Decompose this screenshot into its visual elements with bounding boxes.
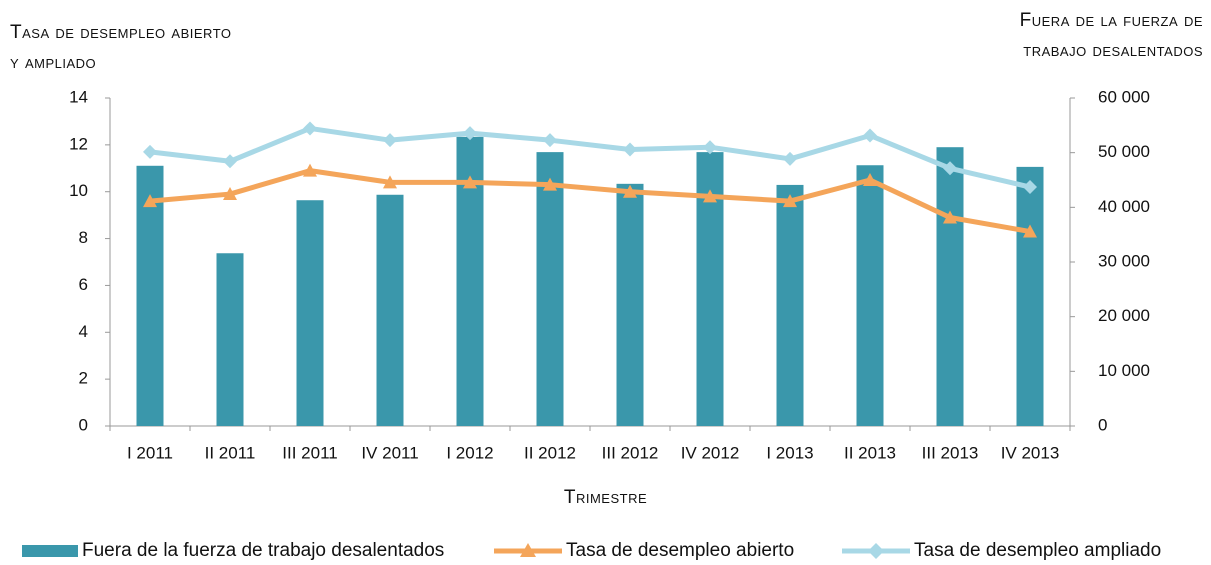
y-tick-label: 2	[79, 369, 88, 388]
x-tick-label: II 2012	[524, 443, 576, 462]
marker	[623, 184, 637, 198]
marker	[783, 194, 797, 208]
bar	[296, 200, 324, 426]
y2-tick-label: 60 000	[1098, 87, 1150, 106]
bar	[376, 194, 404, 426]
y-tick-label: 0	[79, 415, 88, 434]
y2-tick-label: 0	[1098, 415, 1107, 434]
marker	[383, 133, 397, 148]
bar	[1016, 166, 1044, 426]
y2-tick-label: 30 000	[1098, 251, 1150, 270]
marker	[463, 175, 477, 189]
line	[147, 125, 1033, 190]
marker	[863, 173, 877, 186]
marker	[543, 133, 557, 148]
y2-tick-label: 40 000	[1098, 197, 1150, 216]
marker	[383, 175, 397, 189]
x-tick-label: IV 2013	[1001, 443, 1060, 462]
marker	[303, 121, 317, 136]
y-tick-label: 4	[79, 322, 88, 341]
bar	[536, 152, 564, 426]
x-tick-label: IV 2012	[681, 443, 740, 462]
bar	[616, 183, 644, 426]
marker	[223, 187, 237, 201]
marker	[463, 126, 477, 141]
x-tick-label: II 2013	[844, 443, 896, 462]
y2-axis-title: Fuera de la fuerza de trabajo desalentad…	[1019, 10, 1203, 61]
x-tick-label: IV 2011	[361, 443, 418, 462]
marker	[623, 142, 637, 157]
y-tick-label: 10	[69, 181, 88, 200]
marker	[143, 144, 157, 159]
legend-label: Fuera de la fuerza de trabajo desalentad…	[82, 540, 444, 561]
marker	[1023, 180, 1037, 195]
legend-marker	[868, 543, 884, 559]
x-tick-label: III 2011	[282, 443, 337, 462]
marker	[703, 140, 717, 155]
marker	[143, 194, 157, 208]
bar	[936, 147, 964, 426]
legend-label: Tasa de desempleo ampliado	[914, 540, 1161, 561]
x-tick-label: III 2012	[602, 443, 659, 462]
marker	[1023, 224, 1037, 238]
y-tick-label: 12	[69, 134, 88, 153]
y2-tick-label: 20 000	[1098, 306, 1150, 325]
marker	[783, 151, 797, 166]
marker	[223, 154, 237, 169]
y2-tick-label: 10 000	[1098, 361, 1150, 380]
bar	[216, 253, 244, 426]
legend-label: Tasa de desempleo abierto	[566, 540, 794, 561]
marker	[703, 189, 717, 203]
x-axis-title: Trimestre	[563, 487, 648, 508]
line	[147, 168, 1033, 235]
x-tick-label: I 2011	[127, 443, 173, 462]
marker	[303, 163, 317, 177]
marker	[543, 177, 557, 191]
legend-swatch	[22, 545, 78, 557]
bar	[136, 165, 164, 426]
x-tick-label: I 2012	[446, 443, 493, 462]
x-tick-label: III 2013	[922, 443, 979, 462]
bar	[776, 184, 804, 426]
y2-tick-label: 50 000	[1098, 142, 1150, 161]
bar	[856, 165, 884, 427]
legend-marker	[520, 543, 536, 557]
marker	[943, 161, 957, 176]
y-tick-label: 14	[69, 87, 88, 106]
y-axis-title: Tasa de desempleo abierto y ampliado	[10, 22, 232, 73]
y-tick-label: 8	[79, 228, 88, 247]
marker	[943, 210, 957, 224]
y-tick-label: 6	[79, 275, 88, 294]
x-tick-label: I 2013	[766, 443, 813, 462]
x-tick-label: II 2011	[205, 443, 256, 462]
marker	[863, 128, 877, 143]
